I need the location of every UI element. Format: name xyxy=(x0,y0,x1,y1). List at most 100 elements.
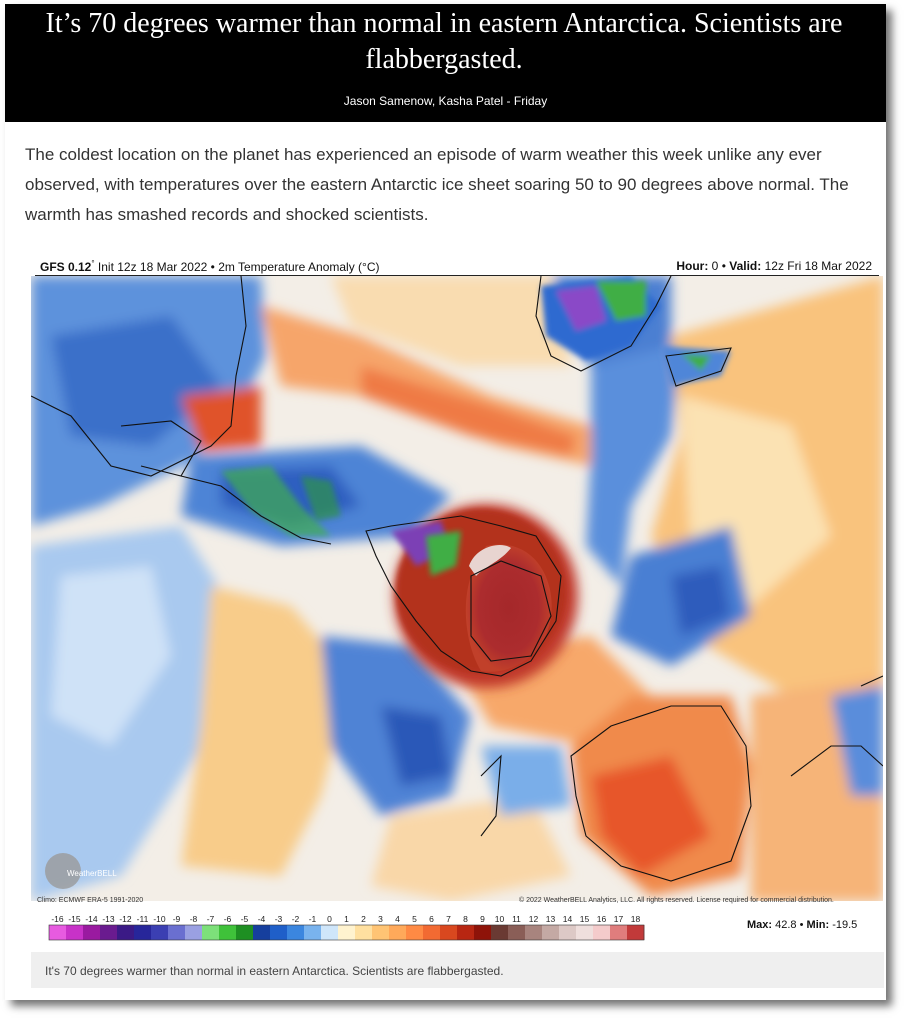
colorbar-tick-label: 7 xyxy=(446,914,451,924)
byline: Jason Samenow, Kasha Patel - Friday xyxy=(343,94,548,108)
colorbar-swatch xyxy=(372,925,390,940)
article-header: It’s 70 degrees warmer than normal in ea… xyxy=(5,4,886,122)
colorbar-tick-label: 14 xyxy=(563,914,573,924)
colorbar-tick-label: 15 xyxy=(580,914,590,924)
maxmin-separator: • xyxy=(799,919,804,931)
map-header: GFS 0.12° Init 12z 18 Mar 2022 • 2m Temp… xyxy=(35,256,878,276)
colorbar-tick-label: -3 xyxy=(275,914,283,924)
colorbar-tick-label: 2 xyxy=(361,914,366,924)
colorbar-swatch xyxy=(168,925,186,940)
colorbar-swatch xyxy=(542,925,560,940)
colorbar-tick-label: 0 xyxy=(327,914,332,924)
map-title: GFS 0.12° Init 12z 18 Mar 2022 • 2m Temp… xyxy=(40,259,380,274)
colorbar-swatch xyxy=(253,925,271,940)
colorbar-tick-label: 16 xyxy=(597,914,607,924)
colorbar-tick-label: -16 xyxy=(51,914,64,924)
colorbar-swatch xyxy=(338,925,356,940)
colorbar-tick-label: -6 xyxy=(224,914,232,924)
colorbar-tick-label: 13 xyxy=(546,914,556,924)
min-label: Min: xyxy=(806,919,830,931)
colorbar-swatch xyxy=(474,925,492,940)
colorbar-swatch xyxy=(627,925,645,940)
colorbar-swatch xyxy=(321,925,339,940)
colorbar-swatch xyxy=(236,925,254,940)
colorbar-tick-label: 17 xyxy=(614,914,624,924)
southern-africa-anomaly xyxy=(541,276,731,386)
colorbar-swatch xyxy=(304,925,322,940)
colorbar: -16 -15 -14 -13 -12 -11 -10 -9 -8 -7 -6 -5 -4 -3 -2 -1 0… xyxy=(48,914,645,941)
article-lede: The coldest location on the planet has e… xyxy=(25,145,849,224)
colorbar-swatch xyxy=(100,925,118,940)
colorbar-swatch xyxy=(83,925,101,940)
colorbar-swatch xyxy=(440,925,458,940)
headline[interactable]: It’s 70 degrees warmer than normal in ea… xyxy=(45,8,843,75)
weatherbell-logo: WeatherBELL xyxy=(45,853,117,889)
colorbar-swatch xyxy=(576,925,594,940)
climo-credit: Climo: ECMWF ERA-5 1991-2020 xyxy=(37,897,144,904)
colorbar-swatch xyxy=(593,925,611,940)
colorbar-swatch xyxy=(508,925,526,940)
copyright-notice: © 2022 WeatherBELL Analytics, LLC. All r… xyxy=(519,897,834,904)
field-name: 2m Temperature Anomaly (°C) xyxy=(218,260,380,274)
colorbar-swatch xyxy=(355,925,373,940)
article-card: It’s 70 degrees warmer than normal in ea… xyxy=(5,4,886,1000)
coastlines xyxy=(31,276,883,882)
colorbar-swatch xyxy=(423,925,441,940)
title-separator: • xyxy=(210,260,215,274)
temperature-anomaly-map: WeatherBELL xyxy=(31,276,883,901)
colorbar-swatch xyxy=(525,925,543,940)
colorbar-tick-label: -8 xyxy=(190,914,198,924)
colorbar-tick-label: -11 xyxy=(137,914,149,924)
map-header-rule xyxy=(35,275,879,276)
valid-separator: • xyxy=(721,259,726,273)
colorbar-swatch xyxy=(270,925,288,940)
colorbar-tick-label: 6 xyxy=(429,914,434,924)
colorbar-swatch xyxy=(49,925,67,940)
colorbar-swatch xyxy=(491,925,509,940)
colorbar-tick-label: -5 xyxy=(241,914,249,924)
colorbar-tick-label: 18 xyxy=(631,914,641,924)
colorbar-tick-label: -4 xyxy=(258,914,266,924)
image-caption: It's 70 degrees warmer than normal in ea… xyxy=(31,952,884,988)
hour-value: 0 xyxy=(711,259,719,273)
colorbar-swatch xyxy=(151,925,169,940)
colorbar-tick-label: 1 xyxy=(344,914,349,924)
colorbar-tick-label: 9 xyxy=(480,914,485,924)
max-min-readout: Max: 42.8 • Min: -19.5 xyxy=(747,919,857,931)
logo-text: WeatherBELL xyxy=(67,869,117,878)
colorbar-swatch xyxy=(559,925,577,940)
valid-label: Valid: xyxy=(729,259,762,273)
colorbar-swatch xyxy=(219,925,237,940)
colorbar-swatch xyxy=(406,925,424,940)
colorbar-tick-label: 4 xyxy=(395,914,400,924)
antarctic-anomaly xyxy=(391,504,578,688)
model-degree: ° xyxy=(91,259,95,268)
colorbar-tick-label: 11 xyxy=(512,914,521,924)
colorbar-swatch xyxy=(134,925,152,940)
init-time: Init 12z 18 Mar 2022 xyxy=(97,260,208,274)
min-value: -19.5 xyxy=(832,919,858,931)
colorbar-tick-label: 10 xyxy=(495,914,505,924)
colorbar-tick-label: 12 xyxy=(529,914,539,924)
colorbar-tick-label: -10 xyxy=(153,914,166,924)
colorbar-tick-label: -14 xyxy=(85,914,98,924)
model-name: GFS 0.12 xyxy=(40,260,92,274)
colorbar-swatch xyxy=(202,925,220,940)
colorbar-tick-label: -1 xyxy=(309,914,317,924)
colorbar-swatch xyxy=(389,925,407,940)
colorbar-tick-label: -15 xyxy=(68,914,81,924)
caption-text: It's 70 degrees warmer than normal in ea… xyxy=(45,964,504,978)
colorbar-tick-label: 3 xyxy=(378,914,383,924)
colorbar-swatch xyxy=(457,925,475,940)
colorbar-swatch xyxy=(287,925,305,940)
colorbar-tick-label: 8 xyxy=(463,914,468,924)
colorbar-tick-label: -13 xyxy=(102,914,115,924)
hour-label: Hour: xyxy=(676,259,709,273)
colorbar-swatch xyxy=(185,925,203,940)
max-value: 42.8 xyxy=(775,919,797,931)
colorbar-tick-label: -12 xyxy=(119,914,132,924)
valid-time-group: Hour: 0 • Valid: 12z Fri 18 Mar 2022 xyxy=(676,259,872,273)
colorbar-frame xyxy=(48,924,645,941)
max-label: Max: xyxy=(747,919,773,931)
colorbar-tick-label: 5 xyxy=(412,914,417,924)
